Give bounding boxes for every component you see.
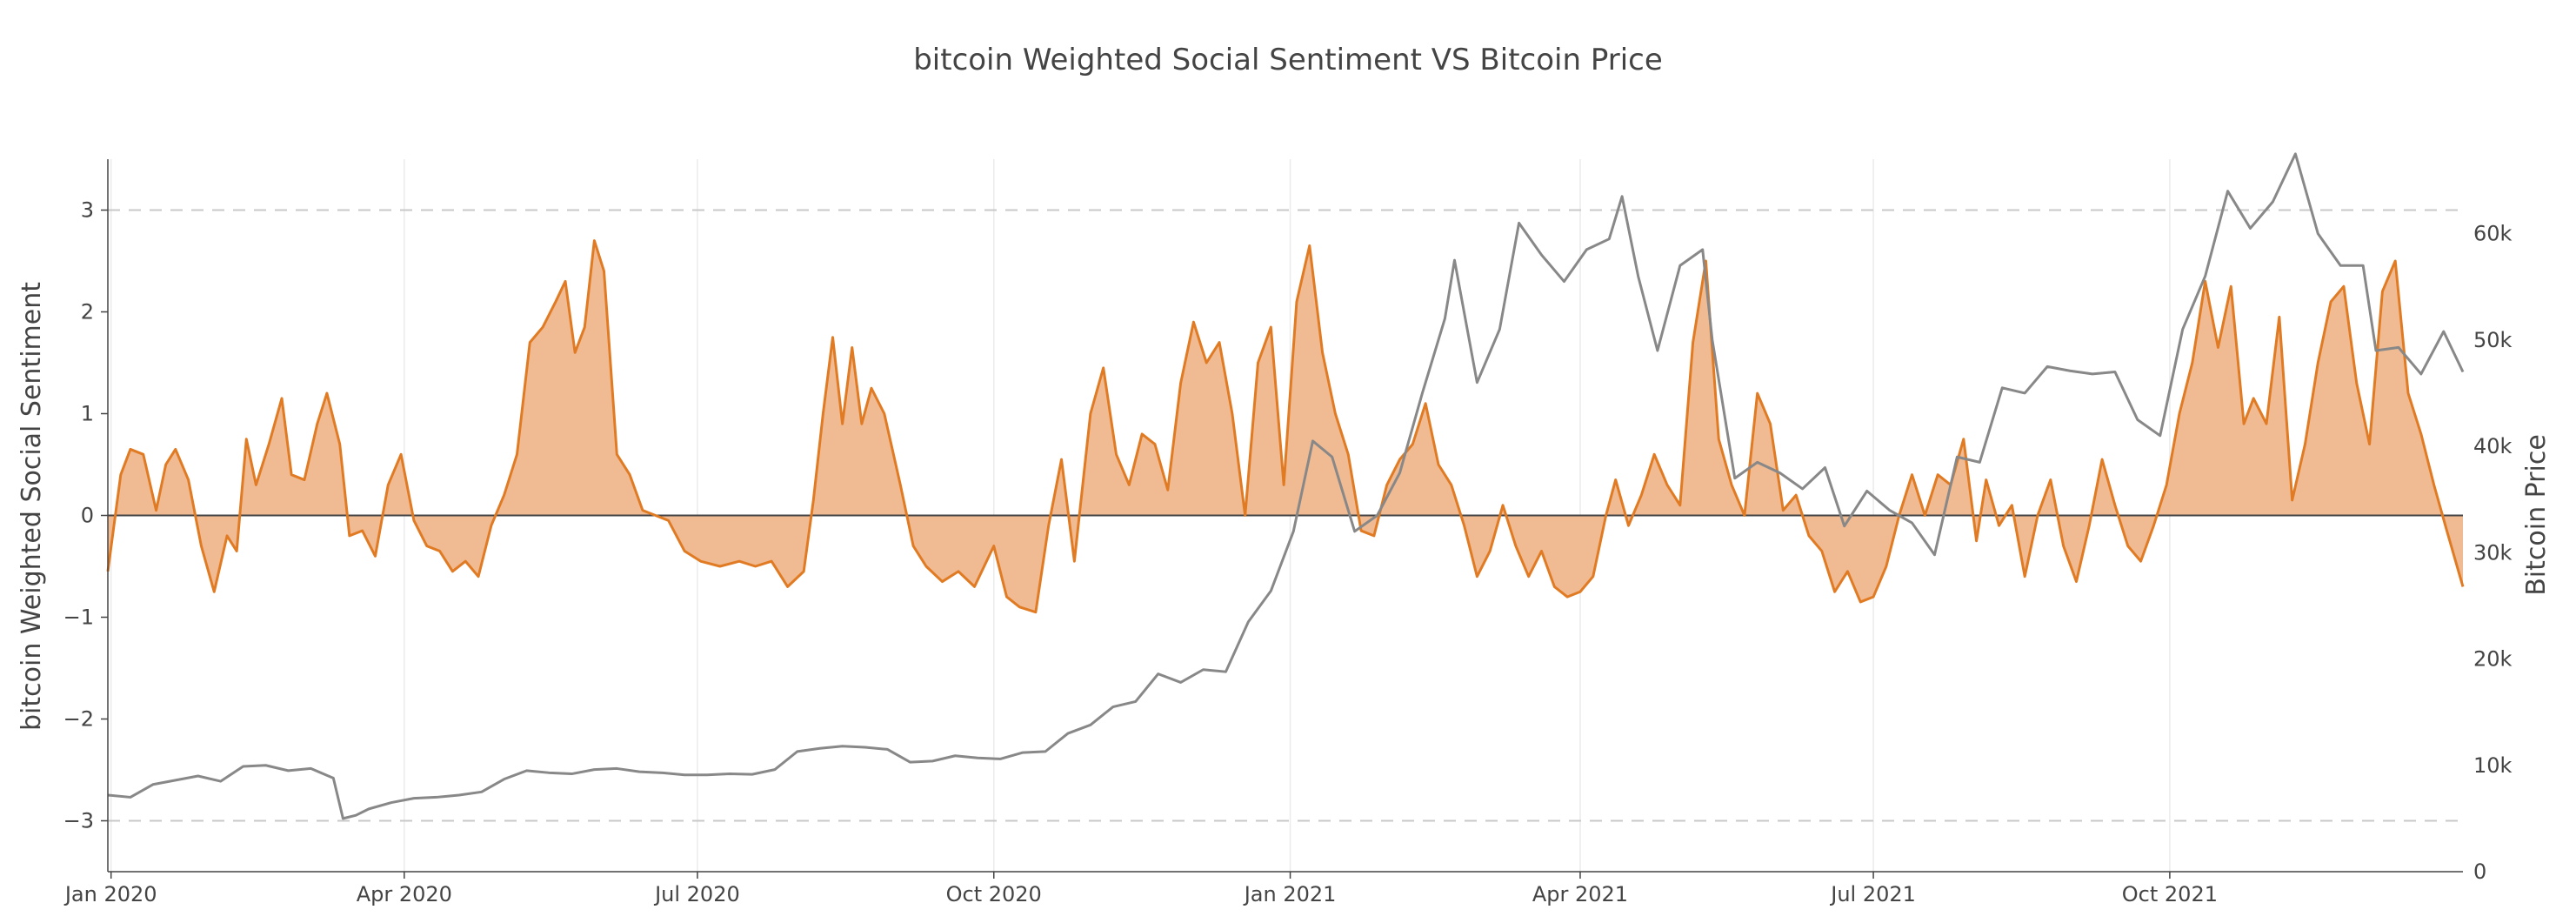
y-left-tick-label: 2 xyxy=(81,300,94,324)
y-right-tick-label: 50k xyxy=(2473,328,2513,352)
x-tick-label: Jan 2020 xyxy=(63,882,157,906)
y-left-tick-label: 3 xyxy=(81,198,94,223)
axis-layer: 3 2 1 0 −1 −2 −3 60k 50k 40k 30k 20k 10k 0 Jan 2020 Apr… xyxy=(63,159,2513,906)
x-tick-label: Oct 2020 xyxy=(946,882,1042,906)
y-left-tick-label: −1 xyxy=(63,605,94,630)
x-tick-label: Apr 2020 xyxy=(357,882,452,906)
x-tick-label: Jul 2021 xyxy=(1829,882,1916,906)
y-right-axis-title: Bitcoin Price xyxy=(2521,434,2552,596)
y-right-tick-label: 20k xyxy=(2473,647,2513,672)
sentiment-area xyxy=(108,240,2463,612)
y-right-tick-label: 30k xyxy=(2473,540,2513,565)
y-left-tick-label: 1 xyxy=(81,402,94,426)
y-right-tick-label: 40k xyxy=(2473,434,2513,458)
x-tick-label: Jul 2020 xyxy=(653,882,740,906)
y-right-tick-label: 10k xyxy=(2473,753,2513,778)
chart-title: bitcoin Weighted Social Sentiment VS Bit… xyxy=(913,43,1663,77)
y-right-tick-label: 60k xyxy=(2473,222,2513,246)
data-layer xyxy=(106,152,2465,820)
y-left-axis-title: bitcoin Weighted Social Sentiment xyxy=(17,282,47,731)
y-left-tick-label: −2 xyxy=(63,707,94,732)
x-tick-label: Jan 2021 xyxy=(1243,882,1337,906)
y-left-tick-label: −3 xyxy=(63,809,94,833)
x-tick-label: Apr 2021 xyxy=(1532,882,1628,906)
y-left-tick-label: 0 xyxy=(81,504,94,528)
price-line xyxy=(107,152,2465,820)
y-right-tick-label: 0 xyxy=(2473,859,2486,884)
sentiment-line xyxy=(106,239,2465,614)
x-tick-label: Oct 2021 xyxy=(2122,882,2218,906)
